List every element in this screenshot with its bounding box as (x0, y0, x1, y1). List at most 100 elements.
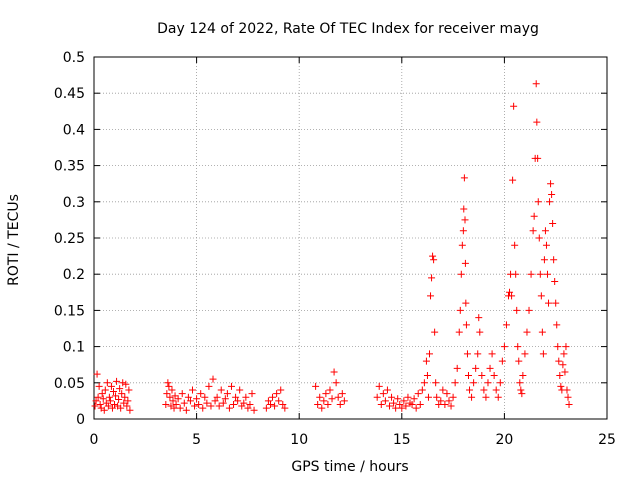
data-point (404, 393, 412, 401)
data-point (115, 395, 123, 403)
data-point (106, 397, 114, 405)
data-point (427, 292, 435, 300)
data-point (534, 198, 542, 206)
data-point (460, 205, 468, 213)
data-point (197, 390, 205, 398)
data-point (314, 401, 322, 409)
y-tick-label: 0.35 (54, 159, 85, 175)
data-point (422, 357, 430, 365)
data-point (433, 393, 441, 401)
data-point (332, 379, 340, 387)
data-point (556, 372, 564, 380)
data-point (545, 299, 553, 307)
data-point (502, 321, 510, 329)
data-point (381, 397, 389, 405)
data-point (423, 372, 431, 380)
y-tick-label: 0 (76, 412, 85, 428)
data-point (109, 387, 117, 395)
data-point (193, 395, 201, 403)
data-point (277, 386, 285, 394)
data-point (336, 401, 344, 409)
data-point (111, 401, 119, 409)
data-point (488, 350, 496, 358)
data-point (207, 402, 215, 410)
data-point (538, 328, 546, 336)
data-point (205, 382, 213, 390)
data-point (120, 399, 128, 407)
data-point (410, 395, 418, 403)
y-tick-label: 0.2 (63, 267, 85, 283)
data-point (104, 402, 112, 410)
data-point (172, 401, 180, 409)
data-point (474, 350, 482, 358)
data-point (451, 379, 459, 387)
data-point (447, 402, 455, 410)
data-point (428, 274, 436, 282)
data-point (96, 401, 104, 409)
data-point (98, 390, 106, 398)
data-point (435, 401, 443, 409)
data-point (213, 393, 221, 401)
data-point (541, 227, 549, 235)
data-point (553, 321, 561, 329)
data-point (460, 174, 468, 182)
data-point (93, 370, 101, 378)
y-tick-label: 0.1 (63, 340, 85, 356)
data-point (475, 314, 483, 322)
data-point (118, 390, 126, 398)
data-point (326, 386, 334, 394)
data-point (320, 397, 328, 405)
data-point (101, 386, 109, 394)
data-point (476, 328, 484, 336)
data-point (453, 364, 461, 372)
data-point (236, 386, 244, 394)
data-point (550, 256, 558, 264)
data-point (496, 379, 504, 387)
data-point (461, 259, 469, 267)
data-point (169, 397, 177, 405)
data-point (470, 379, 478, 387)
data-point (543, 270, 551, 278)
data-point (494, 393, 502, 401)
y-axis-label: ROTI / TECUs (6, 194, 22, 286)
data-point (509, 176, 517, 184)
data-point (191, 402, 199, 410)
y-tick-label: 0.5 (63, 50, 85, 66)
data-point (458, 241, 466, 249)
data-point (534, 154, 542, 162)
data-point (178, 390, 186, 398)
data-point (562, 343, 570, 351)
data-point (437, 397, 445, 405)
data-point (445, 397, 453, 405)
data-point (463, 350, 471, 358)
data-point (525, 306, 533, 314)
data-point (472, 364, 480, 372)
data-point (113, 377, 121, 385)
data-point (180, 399, 188, 407)
data-point (461, 216, 469, 224)
data-point (535, 234, 543, 242)
data-point (392, 404, 400, 412)
data-point (408, 401, 416, 409)
x-tick-label: 5 (192, 432, 201, 448)
data-point (560, 350, 568, 358)
data-point (385, 402, 393, 410)
data-point (184, 393, 192, 401)
data-point (211, 397, 219, 405)
data-point (517, 386, 525, 394)
data-point (107, 382, 115, 390)
data-point (464, 372, 472, 380)
data-point (498, 357, 506, 365)
data-point (554, 343, 562, 351)
data-point (523, 328, 531, 336)
data-point (221, 395, 229, 403)
data-point (240, 399, 248, 407)
data-point (122, 380, 130, 388)
data-point (269, 393, 277, 401)
data-point (163, 390, 171, 398)
data-point (164, 379, 172, 387)
data-point (121, 393, 129, 401)
data-point (250, 406, 258, 414)
data-point (539, 350, 547, 358)
data-point (449, 393, 457, 401)
